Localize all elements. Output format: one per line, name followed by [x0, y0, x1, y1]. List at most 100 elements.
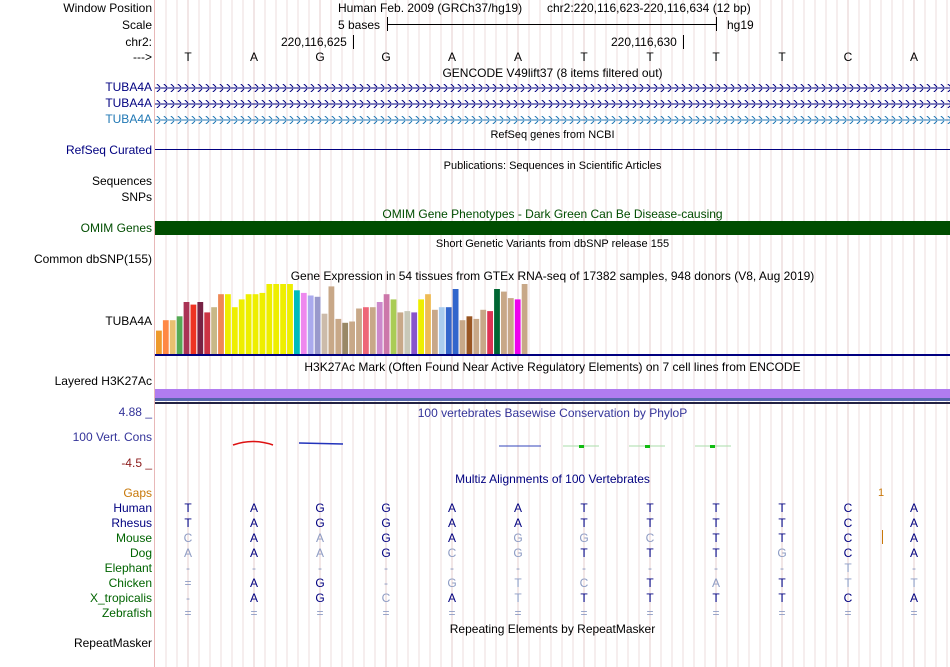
alignment-base: A [315, 531, 324, 545]
gencode-transcript-1[interactable] [155, 84, 950, 92]
gtex-tissue-bar[interactable] [418, 299, 424, 354]
alignment-base: G [447, 576, 457, 590]
gtex-tissue-bar[interactable] [190, 304, 197, 354]
gtex-tissue-bar[interactable] [176, 316, 183, 354]
refseq-gene-line[interactable] [155, 149, 950, 150]
gtex-tissue-bar[interactable] [231, 307, 238, 354]
gtex-tissue-bar[interactable] [225, 294, 231, 354]
gencode-transcript-2[interactable] [155, 100, 950, 108]
gtex-tissue-bar[interactable] [521, 284, 528, 354]
gtex-tissue-bar[interactable] [397, 312, 404, 354]
h3k27ac-signal-blue[interactable] [155, 398, 950, 401]
gtex-tissue-bar[interactable] [259, 292, 266, 354]
omim-gene-bar[interactable] [155, 221, 950, 235]
position-range: chr2:220,116,623-220,116,634 (12 bp) [547, 1, 751, 15]
gtex-tissue-bar[interactable] [252, 294, 259, 354]
species-label-elephant[interactable]: Elephant [104, 561, 152, 575]
gtex-tissue-bar[interactable] [473, 318, 480, 354]
gtex-tissue-bar[interactable] [280, 284, 286, 354]
species-label-chicken[interactable]: Chicken [108, 576, 152, 590]
label-refseq-curated[interactable]: RefSeq Curated [65, 143, 152, 157]
gtex-tissue-bar[interactable] [211, 307, 217, 354]
gtex-tissue-bar[interactable] [376, 302, 383, 354]
species-label-human[interactable]: Human [113, 501, 152, 515]
gtex-tissue-bar[interactable] [438, 307, 445, 354]
species-label-x-tropicalis[interactable]: X_tropicalis [89, 591, 152, 605]
gtex-tissue-bar[interactable] [169, 320, 176, 354]
gtex-tissue-bar[interactable] [204, 312, 211, 354]
gtex-tissue-bar[interactable] [349, 321, 355, 355]
label-100-vert-cons[interactable]: 100 Vert. Cons [72, 430, 152, 444]
species-label-zebrafish[interactable]: Zebrafish [101, 606, 152, 620]
gtex-tissue-bar[interactable] [507, 298, 514, 354]
gtex-tissue-bar[interactable] [452, 289, 459, 354]
label-repeatmasker[interactable]: RepeatMasker [73, 636, 152, 650]
species-label-mouse[interactable]: Mouse [115, 531, 152, 545]
alignment-base: = [316, 606, 324, 620]
label-snps[interactable]: SNPs [121, 190, 152, 204]
alignment-base: = [712, 606, 720, 620]
gtex-tissue-bar[interactable] [432, 309, 438, 354]
gtex-tissue-bar[interactable] [156, 330, 162, 354]
gtex-tissue-bar[interactable] [245, 294, 252, 354]
label-sequences[interactable]: Sequences [91, 174, 152, 188]
gtex-tissue-bar[interactable] [197, 302, 204, 354]
gtex-tissue-bar[interactable] [445, 307, 452, 354]
gtex-tissue-bar[interactable] [342, 322, 349, 354]
alignment-base: A [909, 546, 918, 560]
alignment-base: - [318, 561, 322, 575]
gtex-tissue-bar[interactable] [238, 299, 245, 354]
track-image-area[interactable]: Human Feb. 2009 (GRCh37/hg19) chr2:220,1… [155, 0, 950, 667]
gtex-expression-chart[interactable] [155, 284, 950, 356]
gtex-tissue-bar[interactable] [335, 318, 342, 354]
gtex-tissue-bar[interactable] [411, 312, 418, 354]
gtex-tissue-bar[interactable] [480, 309, 487, 354]
species-label-dog[interactable]: Dog [129, 546, 152, 560]
h3k27ac-signal-purple[interactable] [155, 389, 950, 398]
label-gencode-tuba4a-3[interactable]: TUBA4A [105, 112, 152, 126]
alignment-base: C [843, 546, 853, 560]
label-gencode-tuba4a-2[interactable]: TUBA4A [105, 96, 152, 110]
gtex-tissue-bar[interactable] [459, 320, 466, 354]
gtex-tissue-bar[interactable] [294, 290, 300, 354]
gtex-tissue-bar[interactable] [363, 307, 369, 354]
reference-base: T [646, 50, 654, 64]
gtex-tissue-bar[interactable] [487, 311, 493, 354]
gencode-transcript-3[interactable] [155, 116, 950, 124]
alignment-base: - [450, 561, 454, 575]
gtex-tissue-bar[interactable] [300, 292, 307, 354]
alignment-base: G [513, 546, 523, 560]
gtex-tissue-bar[interactable] [390, 299, 397, 354]
alignment-base: T [712, 516, 720, 530]
gtex-tissue-bar[interactable] [314, 296, 321, 354]
gtex-tissue-bar[interactable] [321, 313, 328, 354]
label-layered-h3k27ac[interactable]: Layered H3K27Ac [54, 374, 152, 388]
gtex-tissue-bar[interactable] [183, 302, 190, 354]
gtex-tissue-bar[interactable] [273, 284, 280, 354]
reference-base: T [184, 50, 192, 64]
gtex-tissue-bar[interactable] [307, 295, 314, 355]
label-gtex-gene[interactable]: TUBA4A [105, 314, 152, 328]
gtex-tissue-bar[interactable] [328, 286, 335, 354]
gencode-transcripts[interactable] [155, 80, 950, 128]
label-gencode-tuba4a-1[interactable]: TUBA4A [105, 80, 152, 94]
gtex-tissue-bar[interactable] [218, 294, 224, 354]
label-common-dbsnp[interactable]: Common dbSNP(155) [33, 252, 152, 266]
gtex-tissue-bar[interactable] [501, 291, 507, 354]
label-omim-genes[interactable]: OMIM Genes [80, 221, 152, 235]
phylop-conservation-graph[interactable] [155, 430, 950, 460]
gtex-tissue-bar[interactable] [425, 294, 431, 354]
gtex-tissue-bar[interactable] [266, 284, 273, 354]
gtex-tissue-bar[interactable] [287, 284, 293, 354]
alignment-base: C [645, 531, 655, 545]
gtex-tissue-bar[interactable] [369, 307, 376, 354]
species-label-rhesus[interactable]: Rhesus [111, 516, 152, 530]
gtex-tissue-bar[interactable] [162, 320, 169, 354]
gtex-tissue-bar[interactable] [356, 308, 362, 355]
gtex-tissue-bar[interactable] [494, 289, 500, 354]
gtex-tissue-bar[interactable] [466, 316, 473, 354]
alignment-base: T [580, 501, 588, 515]
gtex-tissue-bar[interactable] [514, 299, 521, 354]
gtex-tissue-bar[interactable] [404, 311, 411, 354]
gtex-tissue-bar[interactable] [383, 294, 390, 354]
